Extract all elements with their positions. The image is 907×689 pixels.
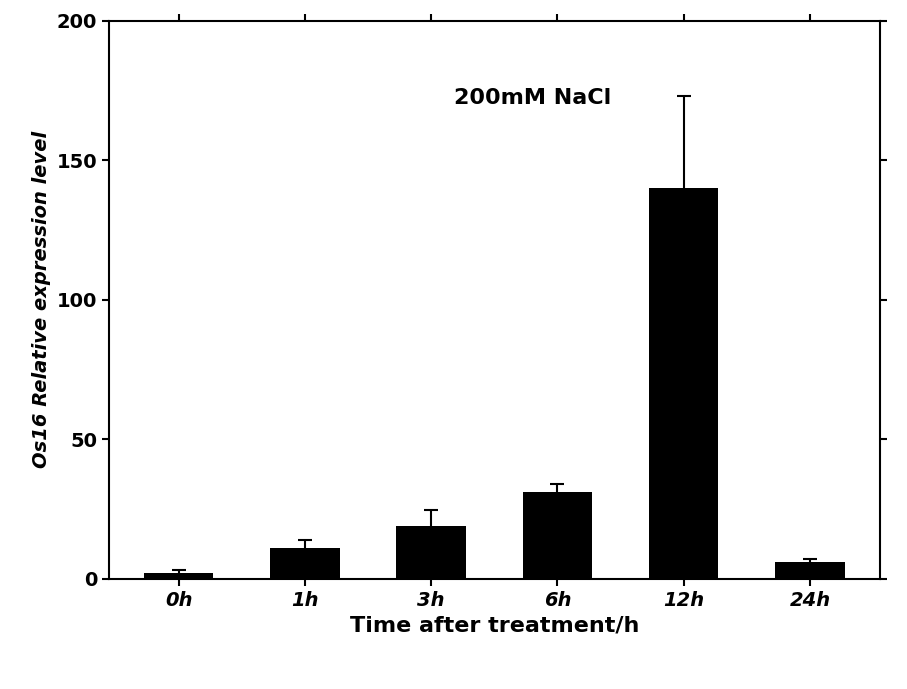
- Text: 200mM NaCl: 200mM NaCl: [454, 88, 611, 107]
- Bar: [649, 188, 718, 579]
- Bar: [396, 526, 466, 579]
- Bar: [144, 573, 213, 579]
- Bar: [270, 548, 339, 579]
- X-axis label: Time after treatment/h: Time after treatment/h: [349, 615, 639, 635]
- Bar: [775, 562, 844, 579]
- Bar: [522, 492, 592, 579]
- Y-axis label: Os16 Relative expression level: Os16 Relative expression level: [32, 131, 51, 469]
